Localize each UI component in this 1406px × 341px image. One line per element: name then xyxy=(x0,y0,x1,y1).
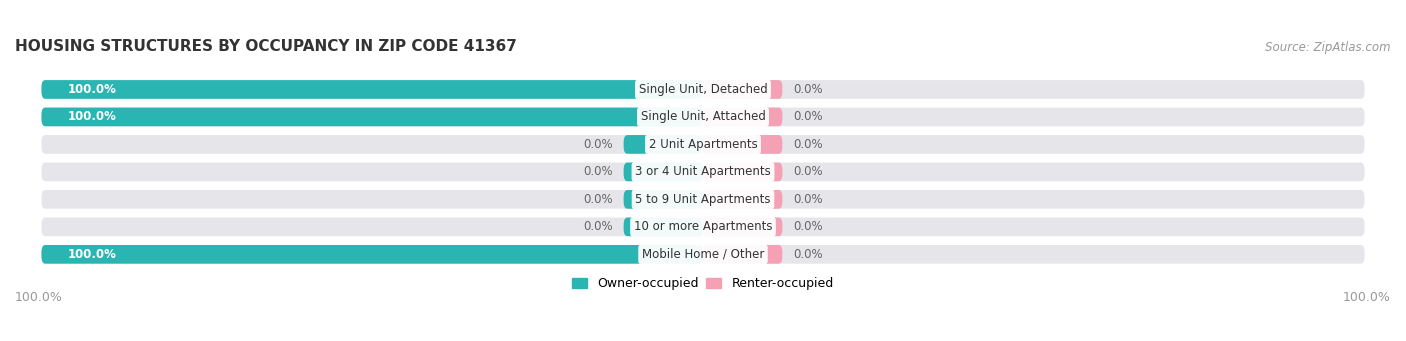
FancyBboxPatch shape xyxy=(624,190,703,209)
FancyBboxPatch shape xyxy=(41,80,703,99)
FancyBboxPatch shape xyxy=(41,108,1365,126)
Text: Single Unit, Detached: Single Unit, Detached xyxy=(638,83,768,96)
FancyBboxPatch shape xyxy=(703,135,782,154)
FancyBboxPatch shape xyxy=(703,218,782,236)
FancyBboxPatch shape xyxy=(703,190,782,209)
Text: 5 to 9 Unit Apartments: 5 to 9 Unit Apartments xyxy=(636,193,770,206)
FancyBboxPatch shape xyxy=(41,245,1365,264)
Text: 2 Unit Apartments: 2 Unit Apartments xyxy=(648,138,758,151)
Text: 0.0%: 0.0% xyxy=(793,83,823,96)
Text: 0.0%: 0.0% xyxy=(793,138,823,151)
Text: Source: ZipAtlas.com: Source: ZipAtlas.com xyxy=(1265,41,1391,55)
Text: 3 or 4 Unit Apartments: 3 or 4 Unit Apartments xyxy=(636,165,770,178)
FancyBboxPatch shape xyxy=(41,245,703,264)
FancyBboxPatch shape xyxy=(41,80,1365,99)
FancyBboxPatch shape xyxy=(703,80,782,99)
Text: Single Unit, Attached: Single Unit, Attached xyxy=(641,110,765,123)
Text: 100.0%: 100.0% xyxy=(67,248,117,261)
FancyBboxPatch shape xyxy=(41,135,1365,154)
FancyBboxPatch shape xyxy=(624,218,703,236)
Text: 0.0%: 0.0% xyxy=(583,165,613,178)
Legend: Owner-occupied, Renter-occupied: Owner-occupied, Renter-occupied xyxy=(568,272,838,296)
Text: 0.0%: 0.0% xyxy=(583,138,613,151)
Text: 0.0%: 0.0% xyxy=(583,220,613,233)
Text: 0.0%: 0.0% xyxy=(793,165,823,178)
FancyBboxPatch shape xyxy=(703,163,782,181)
Text: 0.0%: 0.0% xyxy=(793,110,823,123)
FancyBboxPatch shape xyxy=(41,163,1365,181)
FancyBboxPatch shape xyxy=(41,108,703,126)
FancyBboxPatch shape xyxy=(703,108,782,126)
Text: HOUSING STRUCTURES BY OCCUPANCY IN ZIP CODE 41367: HOUSING STRUCTURES BY OCCUPANCY IN ZIP C… xyxy=(15,40,517,55)
Text: 100.0%: 100.0% xyxy=(67,83,117,96)
Text: 10 or more Apartments: 10 or more Apartments xyxy=(634,220,772,233)
FancyBboxPatch shape xyxy=(41,190,1365,209)
FancyBboxPatch shape xyxy=(703,245,782,264)
FancyBboxPatch shape xyxy=(624,135,703,154)
FancyBboxPatch shape xyxy=(624,163,703,181)
Text: 0.0%: 0.0% xyxy=(793,220,823,233)
Text: 0.0%: 0.0% xyxy=(793,248,823,261)
FancyBboxPatch shape xyxy=(41,218,1365,236)
Text: 100.0%: 100.0% xyxy=(67,110,117,123)
Text: 100.0%: 100.0% xyxy=(1343,292,1391,305)
Text: 100.0%: 100.0% xyxy=(15,292,63,305)
Text: 0.0%: 0.0% xyxy=(583,193,613,206)
Text: Mobile Home / Other: Mobile Home / Other xyxy=(641,248,765,261)
Text: 0.0%: 0.0% xyxy=(793,193,823,206)
